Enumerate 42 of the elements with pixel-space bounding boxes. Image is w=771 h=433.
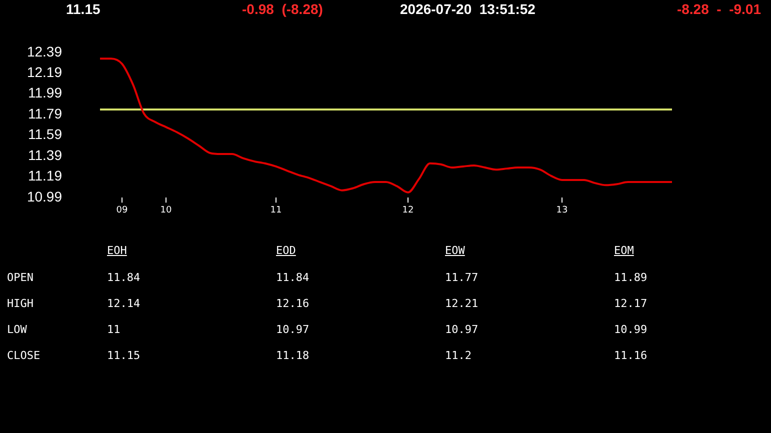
text: 11.15 [107,349,140,362]
text: 11 [107,323,120,336]
x-tick-label: 11 [270,205,282,216]
text: 11.84 [276,271,310,284]
text: 10.97 [445,323,478,336]
text: 11.84 [107,271,140,284]
text: 12.17 [614,297,648,310]
y-tick-label: 10.99 [26,188,62,204]
y-tick-label: 11.39 [28,146,62,163]
x-tick-label: 09 [116,205,128,216]
category-label: HIGH [7,297,34,310]
x-tick-label: 12 [402,205,414,216]
category-label: CLOSE [7,349,40,362]
category-label: EOM [614,244,634,257]
text: -0.98 (-8.28) [242,1,323,17]
text: 12.14 [107,297,140,310]
text: 11.18 [276,349,310,362]
text: 11.15 [66,1,100,17]
x-tick-label: 10 [160,205,172,216]
category-label: EOH [107,244,127,257]
text: 11.2 [445,349,472,362]
x-tick-label: 13 [556,205,568,216]
y-tick-label: 11.99 [28,84,62,101]
text: 10.97 [276,323,310,336]
text: 11.89 [614,271,648,284]
y-tick-label: 11.19 [28,168,62,184]
category-label: EOD [276,244,296,257]
text: -8.28 - -9.01 [676,1,761,17]
category-label: EOW [445,244,465,257]
text: 12.21 [445,297,478,310]
y-tick-label: 12.39 [26,43,62,60]
y-tick-label: 11.59 [28,126,62,142]
category-label: LOW [7,323,27,336]
text: 10.99 [614,323,648,336]
text: 11.77 [445,271,478,284]
line-series [99,58,673,194]
category-label: OPEN [7,271,34,284]
y-tick-label: 12.19 [26,64,62,80]
text: 2026-07-20 13:51:52 [400,1,536,17]
text: 11.16 [614,349,648,362]
y-tick-label: 11.79 [28,105,62,122]
text: 12.16 [276,297,310,310]
